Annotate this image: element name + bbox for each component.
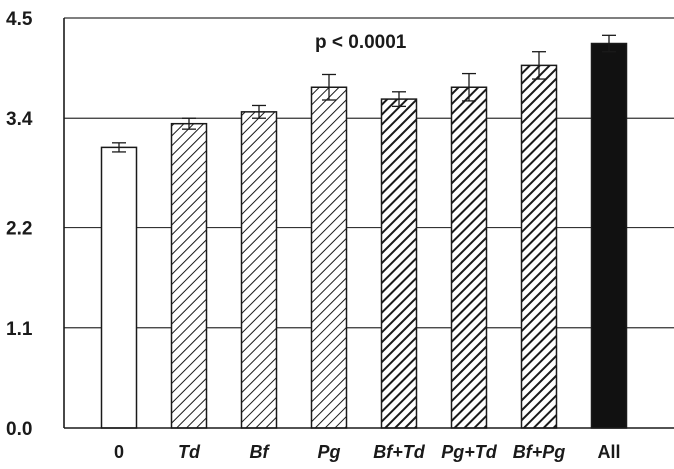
x-tick-label: Bf (250, 442, 271, 462)
bar-Pg (310, 86, 348, 429)
bar-0 (100, 146, 138, 429)
x-tick-label: Bf+Pg (513, 442, 566, 462)
bar-Bf+Td (380, 98, 418, 429)
y-tick-label: 1.1 (6, 319, 33, 340)
p-value-annotation: p < 0.0001 (315, 32, 407, 53)
gridlines (64, 17, 674, 329)
y-tick-label: 0.0 (6, 419, 32, 440)
x-tick-label: Td (178, 442, 201, 462)
bar-Td (170, 122, 208, 429)
bar-Bf (240, 111, 278, 429)
x-tick-label: Bf+Td (373, 442, 426, 462)
y-tick-label: 2.2 (6, 219, 32, 240)
bar-All (590, 42, 628, 429)
bars (100, 34, 628, 429)
bar-Pg+Td (450, 86, 488, 429)
x-tick-label: 0 (114, 442, 124, 462)
axes (63, 18, 674, 429)
x-tick-label: All (597, 442, 620, 462)
y-tick-label: 3.4 (6, 109, 33, 130)
tick-labels: 0.0 1.1 2.2 3.4 4.5 0 Td Bf Pg Bf+Td Pg+Td Bf+Pg All (6, 9, 621, 462)
bar-Bf+Pg (520, 64, 558, 429)
y-tick-label: 4.5 (6, 9, 33, 30)
x-tick-label: Pg (317, 442, 340, 462)
x-tick-label: Pg+Td (441, 442, 498, 462)
